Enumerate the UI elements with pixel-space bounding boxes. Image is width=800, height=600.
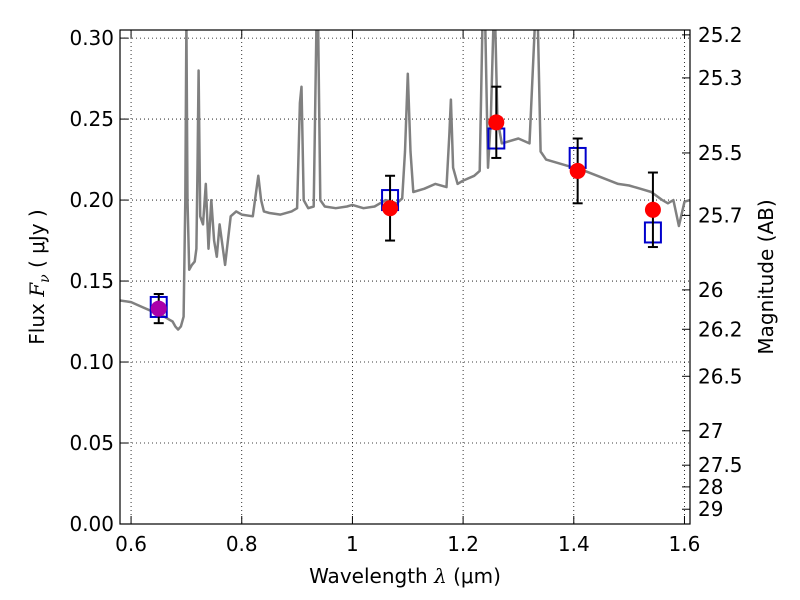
magnitude-tick-label: 25.2 (698, 23, 743, 47)
magnitude-tick-label: 25.7 (698, 203, 743, 227)
x-tick-label: 1.4 (558, 532, 590, 556)
observed-photometry-point (644, 201, 661, 218)
observed-photometry-point (382, 200, 399, 217)
magnitude-tick-label: 26.2 (698, 317, 743, 341)
x-axis: 0.6 0.8 1 1.2 1.4 1.6 (115, 30, 700, 556)
x-tick-label: 1.2 (447, 532, 479, 556)
magnitude-tick-label: 28 (698, 475, 723, 499)
x-tick-label: 0.6 (115, 532, 147, 556)
grid-lines (120, 30, 690, 525)
x-tick-label: 1 (346, 532, 359, 556)
magnitude-tick-label: 25.5 (698, 141, 743, 165)
y-tick-label: 0.10 (69, 350, 114, 374)
observed-photometry-point (488, 114, 505, 131)
magnitude-tick-label: 29 (698, 497, 723, 521)
plot-frame (119, 29, 691, 525)
y-axis: 0.00 0.05 0.10 0.15 0.20 0.25 0.30 (69, 26, 128, 536)
y-tick-label: 0.30 (69, 26, 114, 50)
magnitude-tick-label: 26.5 (698, 364, 743, 388)
y-tick-label: 0.25 (69, 107, 114, 131)
y-tick-label: 0.15 (69, 269, 114, 293)
magnitude-tick-label: 26 (698, 278, 723, 302)
photometry-layer (149, 85, 662, 325)
x-tick-label: 0.8 (226, 532, 258, 556)
y-axis-label: Flux Fν ( μJy ) (25, 209, 53, 344)
spectrum-line (120, 30, 690, 331)
y-tick-label: 0.20 (69, 188, 114, 212)
observed-photometry-point (150, 300, 167, 317)
magnitude-tick-label: 27.5 (698, 453, 743, 477)
y-tick-label: 0.00 (69, 512, 114, 536)
observed-photometry-point (569, 162, 586, 179)
magnitude-tick-label: 25.3 (698, 66, 743, 90)
y-tick-label: 0.05 (69, 431, 114, 455)
magnitude-tick-label: 27 (698, 419, 723, 443)
spectrum-layer (120, 30, 690, 331)
x-tick-label: 1.6 (669, 532, 701, 556)
magnitude-axis-label: Magnitude (AB) (754, 199, 778, 354)
x-axis-label: Wavelength λ (μm) (309, 564, 501, 588)
